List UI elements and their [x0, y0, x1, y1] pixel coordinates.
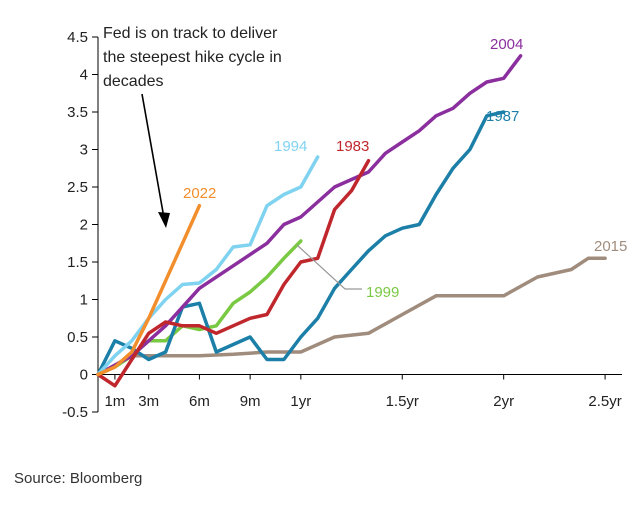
- source-note: Source: Bloomberg: [14, 470, 143, 487]
- series-label-2004: 2004: [490, 36, 523, 53]
- series-label-1987: 1987: [486, 108, 519, 125]
- series-label-1994: 1994: [274, 138, 307, 155]
- x-tick-label: 3m: [138, 393, 159, 410]
- x-tick-label: 2.5yr: [588, 393, 621, 410]
- chart-svg: 4.5 4 3.5 3 2.5 2 1.5 1 0.5 0 -0.5 1m 3m 6m 9m 1yr 1.5yr…: [62, 25, 627, 421]
- series-label-2022: 2022: [183, 185, 216, 202]
- y-tick-label: 0: [80, 367, 88, 384]
- x-tick-label: 6m: [189, 393, 210, 410]
- series-line-1994: [96, 155, 320, 377]
- series-label-1999: 1999: [366, 284, 399, 301]
- y-tick-label: 0.5: [67, 329, 88, 346]
- x-tick-label: 1.5yr: [386, 393, 419, 410]
- series-labels: 2022 1994 1983 2004 1999 1987 2015: [183, 36, 627, 301]
- y-tick-label: 2.5: [67, 179, 88, 196]
- annotation-line-1: Fed is on track to deliver: [103, 25, 278, 42]
- series-line-2022: [96, 203, 202, 377]
- annotation-arrow-head: [158, 212, 170, 228]
- y-tick-label: 3.5: [67, 104, 88, 121]
- series-label-2015: 2015: [594, 238, 627, 255]
- series-line-2015: [96, 256, 607, 377]
- y-tick-label: 2: [80, 217, 88, 234]
- annotation-line-2: the steepest hike cycle in: [103, 49, 282, 66]
- x-tick-label: 1m: [104, 393, 125, 410]
- x-tick-label: 9m: [240, 393, 261, 410]
- y-tick-label: 4: [80, 67, 88, 84]
- series-label-1983: 1983: [336, 138, 369, 155]
- y-tick-label: -0.5: [62, 404, 88, 421]
- annotation-arrow-shaft: [141, 93, 165, 219]
- series-line-1983: [96, 158, 371, 388]
- annotation-line-3: decades: [103, 73, 164, 90]
- series-label-1999-leader: [296, 244, 362, 290]
- axes: 4.5 4 3.5 3 2.5 2 1.5 1 0.5 0 -0.5 1m 3m 6m 9m 1yr 1.5yr…: [62, 29, 622, 421]
- y-tick-label: 3: [80, 142, 88, 159]
- series-line-1987: [96, 110, 506, 377]
- series-lines: [96, 54, 607, 388]
- x-tick-label: 1yr: [290, 393, 311, 410]
- y-tick-label: 4.5: [67, 29, 88, 46]
- x-tick-label: 2yr: [493, 393, 514, 410]
- y-tick-label: 1: [80, 292, 88, 309]
- annotation: Fed is on track to deliver the steepest …: [103, 25, 282, 228]
- y-tick-label: 1.5: [67, 254, 88, 271]
- series-line-2004: [96, 54, 523, 377]
